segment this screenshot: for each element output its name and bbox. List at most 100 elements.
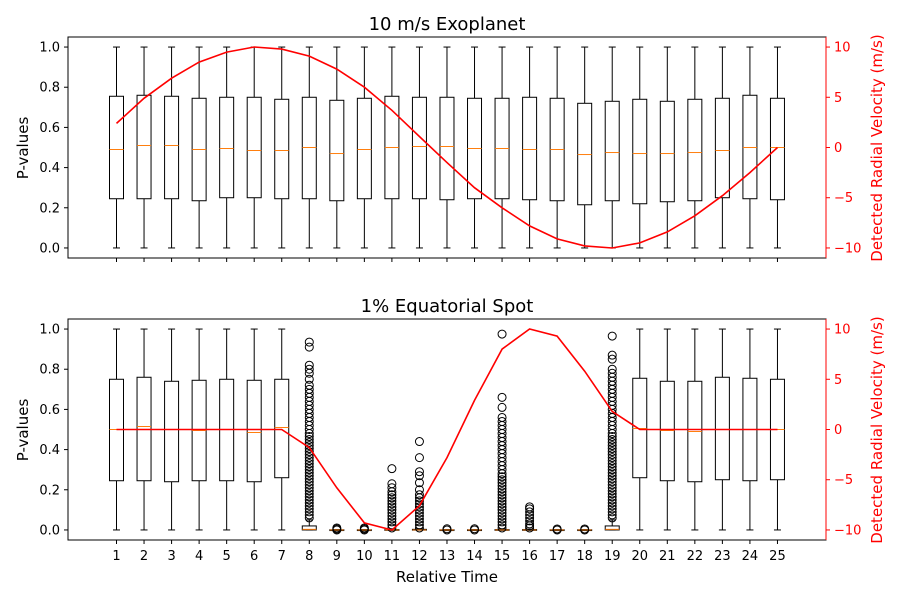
flier (607, 468, 617, 478)
box-top-21 (659, 46, 675, 249)
flier (304, 438, 314, 448)
rtick-label: −5 (834, 473, 853, 488)
flier (607, 492, 617, 502)
xtick-label: 10 (356, 549, 373, 564)
xtick-label: 21 (659, 549, 676, 564)
xtick-label: 19 (604, 549, 621, 564)
box-iqr (164, 380, 180, 483)
velocity-series-top (115, 46, 779, 249)
flier (304, 374, 314, 384)
flier (607, 459, 617, 469)
box-iqr (109, 95, 124, 200)
ytick-label: 0.4 (39, 443, 60, 458)
xtick-label: 13 (439, 549, 456, 564)
xtick-label: 1 (112, 549, 120, 564)
rtick-label: 5 (834, 373, 842, 388)
box-bottom-12 (411, 437, 427, 533)
flier (387, 514, 397, 524)
xtick-label: 2 (140, 549, 148, 564)
flier (525, 507, 535, 517)
flier (607, 432, 617, 442)
flier (607, 441, 617, 451)
flier (497, 478, 507, 488)
flier (442, 524, 452, 534)
xtick-label: 12 (411, 549, 428, 564)
box-bottom-18 (577, 524, 593, 535)
x-axis-bottom: 1 2 3 4 5 6 7 8 9 10 11 12 13 14 15 16 17 18 19 20 21 22 23 24 2… (112, 540, 786, 564)
flier (414, 467, 424, 477)
flier (387, 505, 397, 515)
box-top-2 (136, 46, 152, 249)
xtick-label: 8 (305, 549, 313, 564)
flier (607, 354, 617, 364)
box-iqr (714, 376, 730, 481)
box-top-13 (439, 46, 455, 249)
flier (304, 337, 314, 347)
flier (304, 459, 314, 469)
box-iqr (632, 98, 648, 205)
box-bottom-23 (714, 328, 730, 531)
flier (387, 483, 397, 493)
ytick-label: 0.8 (39, 363, 60, 378)
box-bottom-19 (604, 331, 620, 531)
flier (497, 484, 507, 494)
flier (497, 496, 507, 506)
ytick-label: 0.2 (39, 483, 60, 498)
flier (414, 511, 424, 521)
flier (497, 502, 507, 512)
flier (525, 502, 535, 512)
flier (607, 364, 617, 374)
box-iqr (246, 96, 262, 199)
xtick-label: 23 (714, 549, 731, 564)
flier (607, 495, 617, 505)
flier (607, 489, 617, 499)
flier (414, 485, 424, 495)
box-iqr (714, 97, 730, 199)
box-top-4 (191, 46, 207, 249)
box-top-19 (604, 46, 620, 249)
flier (607, 501, 617, 511)
flier (607, 477, 617, 487)
ytick-label: 0.0 (39, 241, 60, 256)
flier (304, 492, 314, 502)
flier (304, 380, 314, 390)
box-top-14 (467, 46, 483, 249)
flier (497, 514, 507, 524)
flier (414, 508, 424, 518)
flier (304, 465, 314, 475)
box-bottom-10 (356, 523, 372, 535)
flier (387, 502, 397, 512)
flier (414, 471, 424, 481)
ytick-label: 0.6 (39, 121, 60, 136)
y-axis-label-top: P-values (14, 117, 32, 180)
rtick-label: −5 (834, 191, 853, 206)
panel-top: 10 m/s Exoplanet 0.00.20.40.60.81.0 −10−… (14, 14, 886, 262)
flier (304, 471, 314, 481)
box-top-10 (356, 46, 372, 249)
flier (304, 444, 314, 454)
flier (607, 486, 617, 496)
box-iqr (219, 96, 235, 199)
box-bottom-21 (659, 328, 675, 531)
box-top-16 (522, 46, 538, 249)
rtick-label: 10 (834, 323, 851, 338)
flier (414, 437, 424, 447)
flier (607, 435, 617, 445)
flier (497, 517, 507, 527)
flier (304, 513, 314, 523)
xtick-label: 18 (576, 549, 593, 564)
flier (497, 475, 507, 485)
flier (304, 486, 314, 496)
flier (607, 507, 617, 517)
xtick-label: 20 (631, 549, 648, 564)
box-top-18 (577, 46, 593, 249)
box-top-7 (274, 46, 290, 249)
rtick-label: 5 (834, 91, 842, 106)
flier (607, 444, 617, 454)
flier (387, 511, 397, 521)
ytick-label: 0.8 (39, 81, 60, 96)
flier (304, 474, 314, 484)
boxes-bottom (109, 328, 785, 535)
rtick-label: −10 (834, 523, 861, 538)
